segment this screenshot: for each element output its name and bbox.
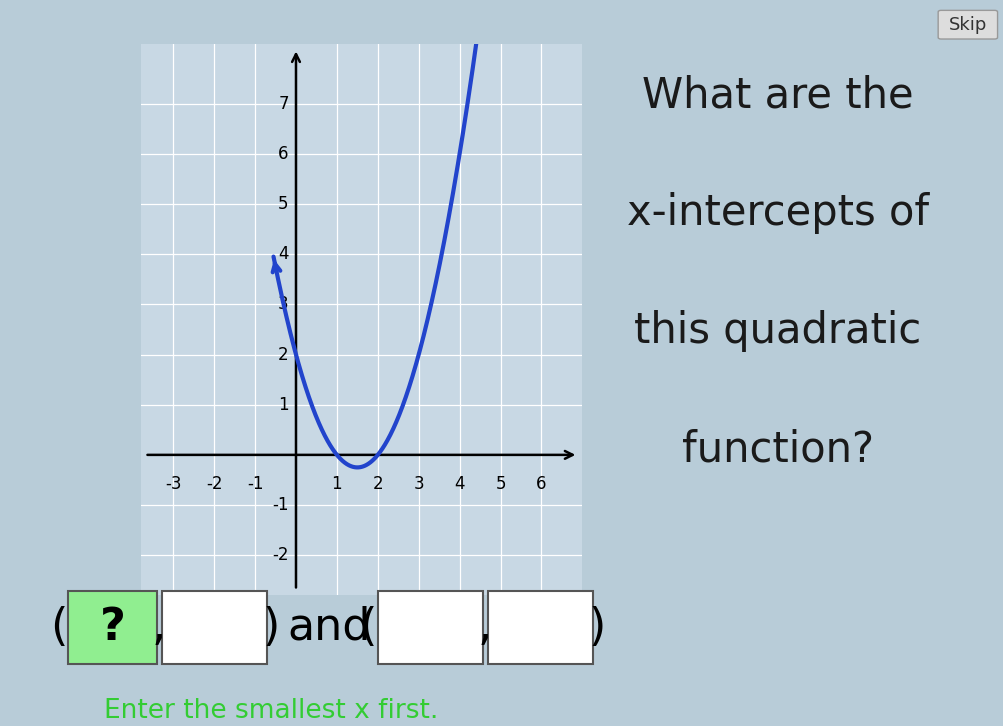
- Text: 2: 2: [372, 475, 383, 493]
- Text: and: and: [287, 605, 370, 649]
- Text: What are the: What are the: [642, 74, 913, 116]
- Text: 1: 1: [331, 475, 342, 493]
- Text: Enter the smallest x first.: Enter the smallest x first.: [103, 698, 438, 725]
- Text: this quadratic: this quadratic: [634, 310, 921, 352]
- Text: 3: 3: [278, 295, 288, 314]
- Text: ): ): [588, 605, 605, 649]
- Text: -2: -2: [206, 475, 223, 493]
- Text: ,: ,: [151, 605, 165, 649]
- Text: function?: function?: [681, 428, 874, 470]
- Text: 1: 1: [278, 396, 288, 414]
- Text: 5: 5: [494, 475, 506, 493]
- Text: 4: 4: [454, 475, 464, 493]
- Text: -1: -1: [247, 475, 263, 493]
- Text: 2: 2: [278, 346, 288, 364]
- Text: -3: -3: [164, 475, 182, 493]
- FancyBboxPatch shape: [487, 591, 593, 664]
- Text: 6: 6: [278, 145, 288, 163]
- Text: x-intercepts of: x-intercepts of: [627, 192, 928, 234]
- Text: -1: -1: [272, 496, 288, 514]
- Text: (: (: [50, 605, 67, 649]
- Text: 4: 4: [278, 245, 288, 264]
- Text: 3: 3: [413, 475, 423, 493]
- FancyBboxPatch shape: [68, 591, 156, 664]
- FancyBboxPatch shape: [937, 10, 997, 39]
- Text: 6: 6: [536, 475, 546, 493]
- Text: ?: ?: [99, 605, 125, 649]
- Text: 7: 7: [278, 95, 288, 113]
- Text: ,: ,: [477, 605, 491, 649]
- FancyBboxPatch shape: [161, 591, 267, 664]
- Text: 5: 5: [278, 195, 288, 213]
- Text: (: (: [359, 605, 376, 649]
- FancyBboxPatch shape: [377, 591, 482, 664]
- Text: -2: -2: [272, 546, 288, 564]
- Text: Skip: Skip: [948, 16, 986, 33]
- Text: ): ): [262, 605, 279, 649]
